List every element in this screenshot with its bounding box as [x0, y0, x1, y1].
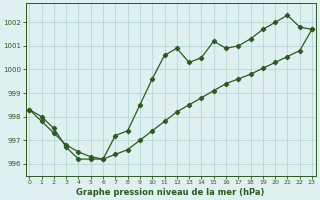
X-axis label: Graphe pression niveau de la mer (hPa): Graphe pression niveau de la mer (hPa) — [76, 188, 265, 197]
